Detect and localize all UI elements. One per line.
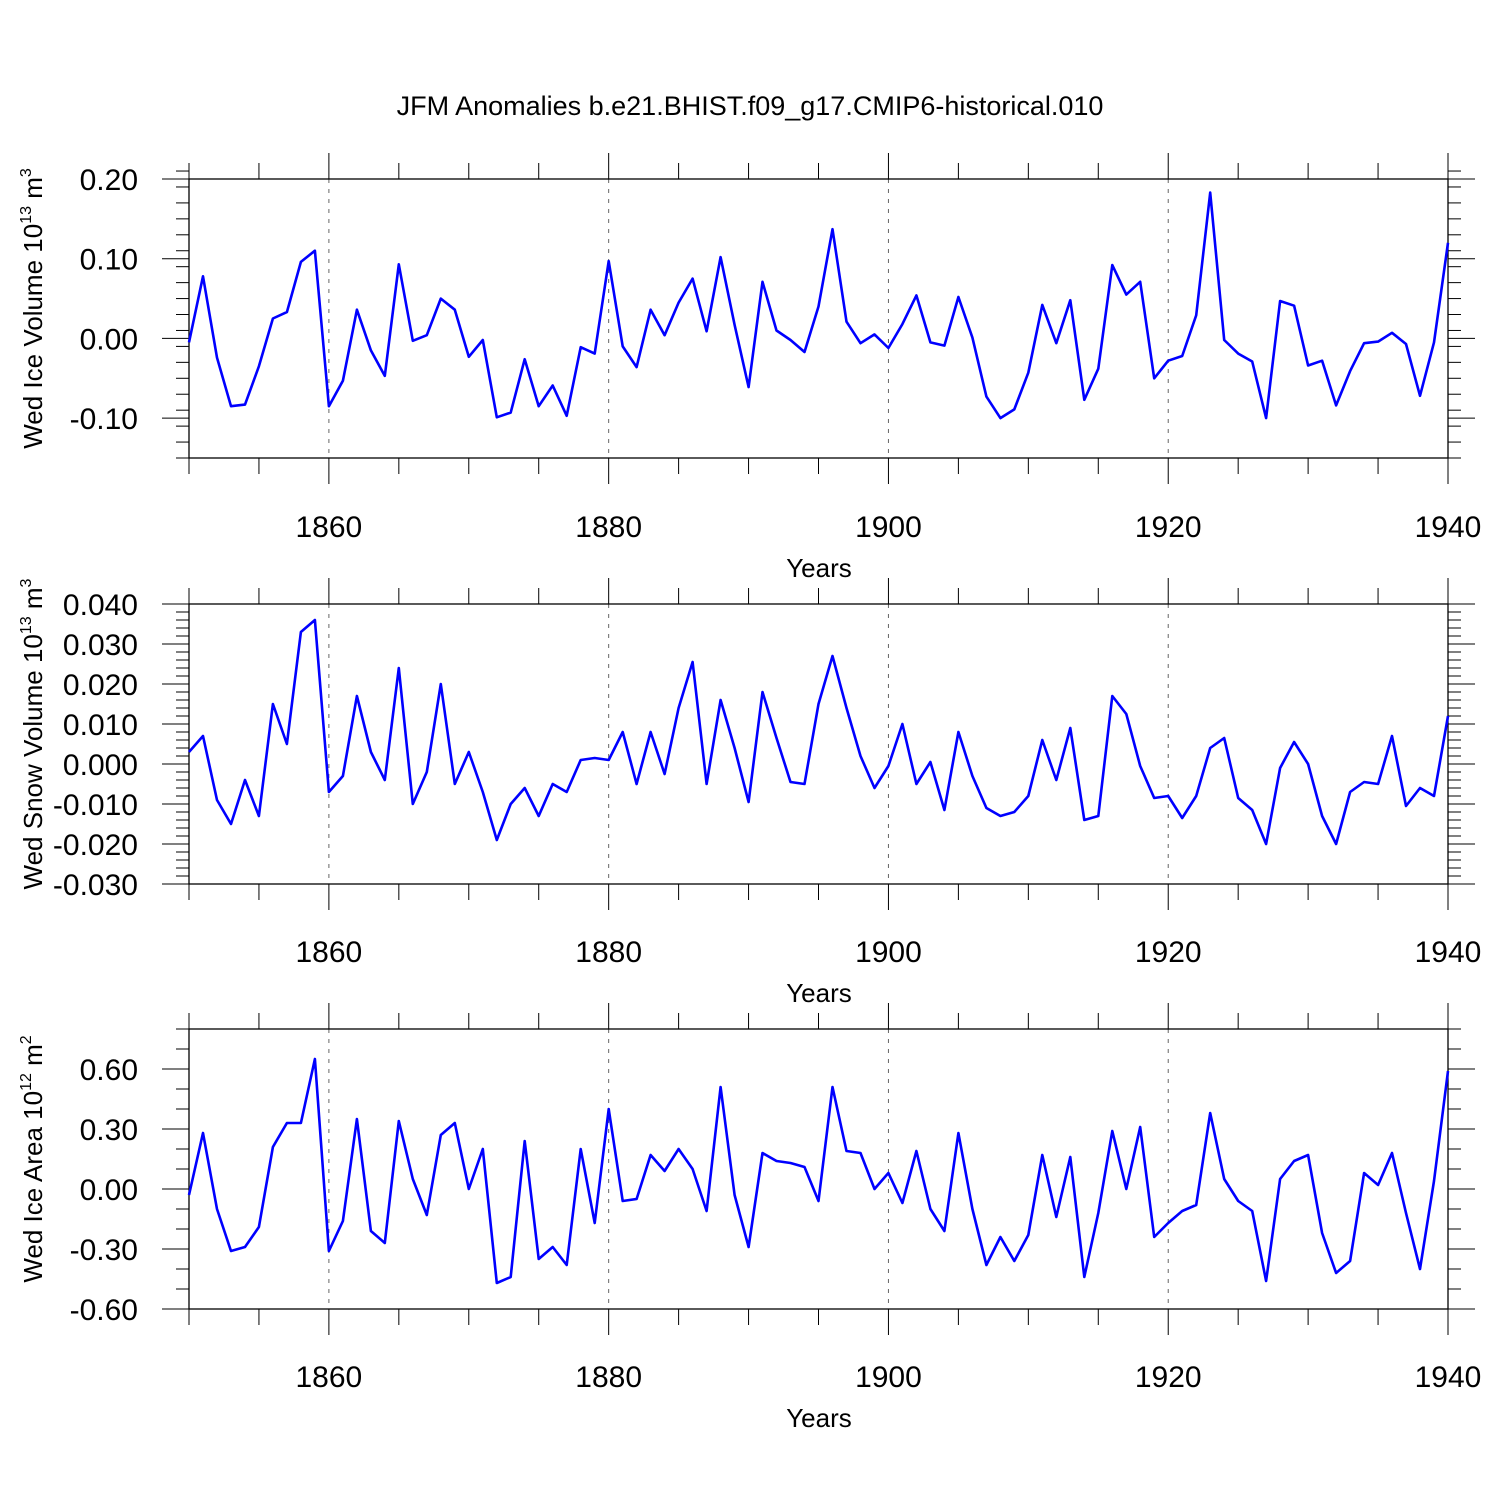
y-axis-title-part: m: [18, 177, 48, 206]
x-tick-label: 1860: [296, 1361, 363, 1394]
y-tick-label: 0.60: [80, 1054, 138, 1087]
series-line: [187, 1057, 1450, 1285]
x-tick-label: 1940: [1415, 936, 1482, 969]
figure-title: JFM Anomalies b.e21.BHIST.f09_g17.CMIP6-…: [397, 91, 1104, 121]
y-tick-label: 0.000: [63, 749, 138, 782]
y-axis-title-part: Wed Ice Volume 10: [18, 224, 48, 449]
series-line: [188, 618, 1450, 846]
x-axis-title: Years: [786, 978, 852, 1008]
y-axis-title-superscript: 13: [18, 616, 35, 634]
y-axis-title-part: m: [18, 587, 48, 616]
plot-frame: [188, 178, 1449, 459]
x-tick-label: 1860: [296, 511, 363, 544]
y-tick-label: 0.10: [80, 244, 138, 277]
x-tick-label: 1900: [855, 936, 922, 969]
y-tick-label: -0.020: [53, 829, 138, 862]
chart-panel-2: -0.030 -0.020 -0.010 0.000 0.010 0.020 0.030 0.…: [18, 578, 1481, 1008]
x-tick-label: 1940: [1415, 1361, 1482, 1394]
x-tick-label: 1880: [575, 936, 642, 969]
plot-frame: [188, 603, 1449, 885]
y-tick-label: 0.20: [80, 164, 138, 197]
x-tick-label: 1920: [1135, 936, 1202, 969]
y-tick-label: -0.010: [53, 789, 138, 822]
y-axis-title-superscript: 3: [18, 578, 35, 587]
panels-group: -0.10 0.00 0.10 0.20 1860 1880 1900 1920 1940 Yea…: [18, 153, 1481, 1433]
y-axis-title: Wed Ice Volume 1013 m3: [18, 168, 48, 449]
y-tick-label: 0.040: [63, 589, 138, 622]
y-tick-label: 0.30: [80, 1114, 138, 1147]
y-axis-title-part: Wed Snow Volume 10: [18, 634, 48, 889]
y-axis-title-superscript: 2: [18, 1035, 35, 1044]
chart-panel-3: -0.60 -0.30 0.00 0.30 0.60 1860 1880 1900 1920 19…: [18, 1003, 1481, 1433]
y-axis-title-part: Wed Ice Area 10: [18, 1091, 48, 1283]
x-tick-label: 1880: [575, 511, 642, 544]
x-tick-label: 1880: [575, 1361, 642, 1394]
y-tick-label: 0.020: [63, 669, 138, 702]
y-tick-label: -0.030: [53, 869, 138, 902]
y-tick-label: 0.030: [63, 629, 138, 662]
x-tick-label: 1860: [296, 936, 363, 969]
x-tick-label: 1920: [1135, 511, 1202, 544]
y-axis-title-superscript: 13: [18, 206, 35, 224]
y-tick-label: -0.60: [70, 1294, 138, 1327]
x-tick-label: 1900: [855, 1361, 922, 1394]
x-axis-title: Years: [786, 1403, 852, 1433]
chart-panel-1: -0.10 0.00 0.10 0.20 1860 1880 1900 1920 1940 Yea…: [18, 153, 1481, 583]
series-line: [187, 191, 1450, 420]
plot-frame: [188, 1028, 1449, 1310]
x-tick-label: 1940: [1415, 511, 1482, 544]
y-axis-title: Wed Snow Volume 1013 m3: [18, 578, 48, 889]
y-tick-label: 0.010: [63, 709, 138, 742]
y-axis-title-superscript: 3: [18, 168, 35, 177]
y-tick-label: -0.30: [70, 1234, 138, 1267]
y-axis-title: Wed Ice Area 1012 m2: [18, 1035, 48, 1282]
y-tick-label: 0.00: [80, 323, 138, 356]
y-tick-label: -0.10: [70, 403, 138, 436]
y-axis-title-superscript: 12: [18, 1073, 35, 1091]
x-tick-label: 1920: [1135, 1361, 1202, 1394]
y-tick-label: 0.00: [80, 1174, 138, 1207]
x-axis-title: Years: [786, 553, 852, 583]
y-axis-title-part: m: [18, 1044, 48, 1073]
x-tick-label: 1900: [855, 511, 922, 544]
